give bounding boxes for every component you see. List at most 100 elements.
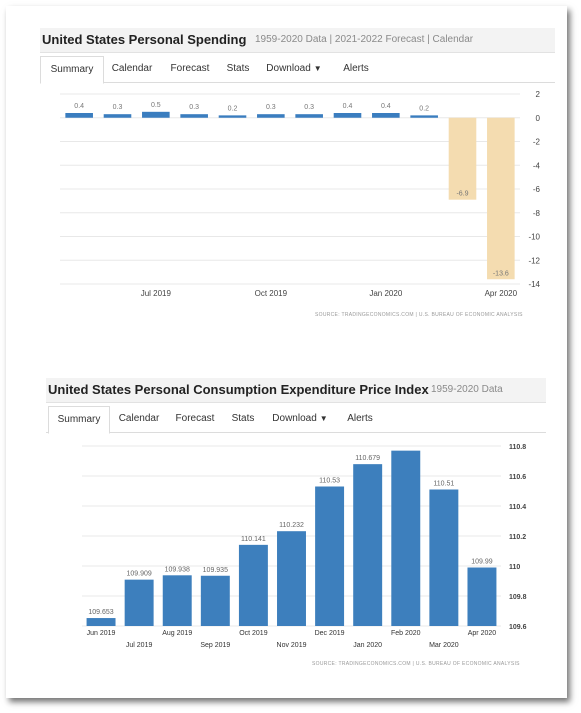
pce-price-index-chart: 110.8 110.6 110.4 110.2 110 109.8 109.6 109.653… xyxy=(82,444,527,649)
data-label: 110.232 xyxy=(279,522,304,529)
data-label: 110.51 xyxy=(433,481,454,488)
y-tick-label: 110 xyxy=(509,564,520,571)
tab-download[interactable]: Download ▼ xyxy=(262,56,326,82)
bar xyxy=(333,113,362,118)
data-label: -13.6 xyxy=(493,270,509,277)
y-tick-label: 110.2 xyxy=(509,534,526,541)
y-tick-label: -2 xyxy=(533,138,541,147)
bar xyxy=(257,114,285,118)
tab-label: Stats xyxy=(231,413,255,424)
y-tick-label: 2 xyxy=(536,90,541,99)
bar xyxy=(410,115,438,118)
bar xyxy=(467,567,497,626)
source-note: SOURCE: TRADINGECONOMICS.COM | U.S. BURE… xyxy=(315,312,523,318)
x-tick-label: Jul 2019 xyxy=(141,289,172,298)
bar xyxy=(238,544,268,626)
bar xyxy=(448,117,477,200)
y-tick-label: -8 xyxy=(533,209,541,218)
x-tick-label: Apr 2020 xyxy=(468,630,497,637)
x-tick-label: Jul 2019 xyxy=(126,642,153,649)
tab-label: Download xyxy=(266,63,311,74)
data-label: 110.53 xyxy=(319,478,340,485)
tab-label: Calendar xyxy=(111,63,153,74)
bar xyxy=(372,113,400,118)
data-label: 110.141 xyxy=(241,536,266,543)
tab-bar: Summary Calendar Forecast Stats Download… xyxy=(46,406,546,434)
tab-stats[interactable]: Stats xyxy=(228,406,258,432)
tab-label: Stats xyxy=(226,63,250,74)
bar xyxy=(277,531,306,626)
x-tick-label: Sep 2019 xyxy=(200,642,230,649)
y-tick-label: -10 xyxy=(528,233,540,242)
data-label: 109.935 xyxy=(203,567,228,574)
tab-alerts[interactable]: Alerts xyxy=(336,56,376,82)
data-label: 109.99 xyxy=(471,559,493,566)
source-note: SOURCE: TRADINGECONOMICS.COM | U.S. BURE… xyxy=(312,661,520,667)
x-tick-label: Nov 2019 xyxy=(277,642,307,649)
data-label: 0.2 xyxy=(228,105,238,112)
x-tick-label: Jan 2020 xyxy=(353,642,382,649)
bar xyxy=(162,575,192,626)
data-label: 0.3 xyxy=(304,104,314,111)
bar xyxy=(218,115,247,118)
bar xyxy=(200,575,230,626)
bar xyxy=(315,486,345,626)
tab-label: Alerts xyxy=(343,63,369,74)
caret-down-icon: ▼ xyxy=(319,414,328,423)
tab-download[interactable]: Download ▼ xyxy=(268,406,332,432)
tab-label: Alerts xyxy=(347,413,373,424)
y-tick-label: 109.6 xyxy=(509,624,527,631)
data-label: 0.4 xyxy=(74,103,84,110)
tab-label: Forecast xyxy=(170,63,210,74)
tab-label: Calendar xyxy=(118,413,160,424)
bar xyxy=(429,489,459,626)
tab-calendar[interactable]: Calendar xyxy=(114,406,164,432)
data-label: 0.2 xyxy=(419,105,429,112)
tab-label: Download xyxy=(272,413,317,424)
x-tick-label: Jun 2019 xyxy=(87,630,116,637)
personal-spending-chart: 2 0 -2 -4 -6 -8 -10 -12 -14 0.4 0.3 0.5 0.3 0.2 0.3 0.3… xyxy=(60,90,541,298)
tab-forecast[interactable]: Forecast xyxy=(164,56,216,82)
tab-bar: Summary Calendar Forecast Stats Download… xyxy=(40,56,555,84)
tab-label: Summary xyxy=(50,64,94,75)
data-label: 0.3 xyxy=(189,104,199,111)
bar xyxy=(124,579,154,626)
y-tick-label: 109.8 xyxy=(509,594,527,601)
tab-calendar[interactable]: Calendar xyxy=(106,56,158,82)
title-bar: United States Personal Consumption Expen… xyxy=(46,378,546,403)
x-tick-label: Oct 2019 xyxy=(255,289,288,298)
tab-label: Summary xyxy=(57,414,101,425)
x-tick-label: Jan 2020 xyxy=(369,289,402,298)
x-tick-label: Dec 2019 xyxy=(315,630,345,637)
y-tick-label: -4 xyxy=(533,161,541,170)
tab-stats[interactable]: Stats xyxy=(222,56,254,82)
y-tick-label: 0 xyxy=(536,114,541,123)
data-label: 0.3 xyxy=(266,104,276,111)
x-tick-label: Apr 2020 xyxy=(485,289,518,298)
pce-price-index-panel: United States Personal Consumption Expen… xyxy=(46,378,546,678)
chart-title: United States Personal Consumption Expen… xyxy=(48,382,429,397)
data-label: 109.653 xyxy=(88,609,113,616)
data-label: 0.5 xyxy=(151,102,161,109)
data-label: 109.938 xyxy=(165,566,190,573)
y-tick-label: -6 xyxy=(533,185,541,194)
tab-forecast[interactable]: Forecast xyxy=(170,406,220,432)
x-tick-label: Aug 2019 xyxy=(162,630,192,637)
tab-summary[interactable]: Summary xyxy=(40,56,104,84)
bar xyxy=(86,618,116,626)
data-label: 0.3 xyxy=(113,104,123,111)
data-label: -6.9 xyxy=(456,191,468,198)
data-label: 0.4 xyxy=(343,103,353,110)
y-tick-label: -12 xyxy=(528,256,540,265)
data-label: 0.4 xyxy=(381,103,391,110)
tab-alerts[interactable]: Alerts xyxy=(342,406,378,432)
bar xyxy=(103,114,132,118)
data-label: 109.909 xyxy=(126,571,151,578)
y-tick-label: -14 xyxy=(528,280,540,289)
chart-subtitle: 1959-2020 Data | 2021-2022 Forecast | Ca… xyxy=(255,34,474,45)
bar xyxy=(180,114,208,118)
data-label: 110.679 xyxy=(355,455,380,462)
personal-spending-panel: United States Personal Spending 1959-202… xyxy=(40,28,555,328)
y-tick-label: 110.8 xyxy=(509,444,526,451)
tab-summary[interactable]: Summary xyxy=(48,406,110,434)
